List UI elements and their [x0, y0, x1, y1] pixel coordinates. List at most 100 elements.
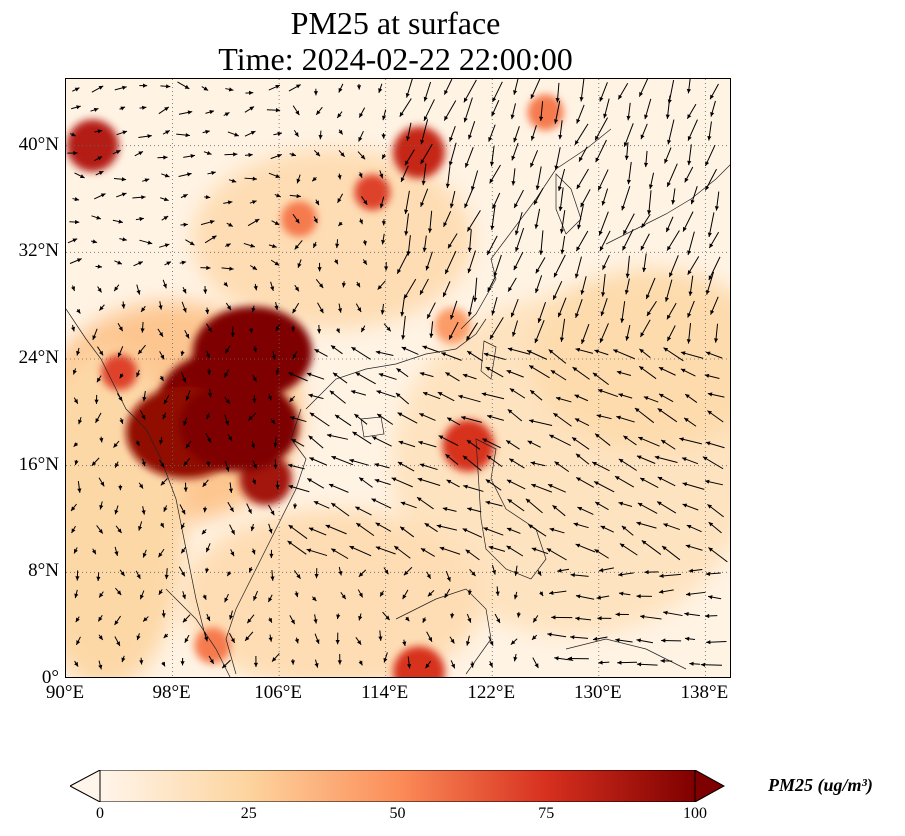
- wind-arrow-head: [596, 595, 602, 600]
- wind-arrow-head: [636, 638, 642, 643]
- wind-arrow-head: [710, 309, 715, 315]
- wind-arrow-head: [618, 458, 624, 463]
- wind-arrow-head: [667, 336, 672, 342]
- wind-arrow-head: [514, 203, 519, 209]
- wind-arrow-shaft: [463, 79, 477, 103]
- wind-arrow-head: [490, 225, 495, 231]
- wind-arrow-head: [275, 326, 280, 332]
- coastline-bay-of-bengal: [66, 308, 207, 640]
- wind-arrow-head: [623, 435, 628, 440]
- wind-arrow-head: [464, 203, 469, 209]
- wind-arrow-head: [340, 152, 345, 157]
- wind-arrow-head: [222, 663, 227, 669]
- wind-arrow-head: [427, 591, 433, 597]
- wind-arrow-head: [252, 176, 258, 181]
- wind-arrow-shaft: [444, 250, 457, 275]
- pm25-wash-2: [192, 149, 473, 329]
- wind-arrow-head: [530, 390, 535, 395]
- wind-arrow-head: [402, 594, 407, 600]
- wind-arrow-head: [230, 529, 235, 535]
- wind-arrow-head: [158, 332, 164, 337]
- wind-arrow-head: [136, 372, 141, 378]
- wind-arrow-head: [687, 135, 692, 141]
- wind-arrow-head: [229, 615, 234, 620]
- wind-arrow-shaft: [708, 256, 721, 281]
- wind-arrow-head: [313, 619, 318, 624]
- wind-arrow-head: [594, 549, 600, 554]
- wind-arrow-head: [182, 194, 188, 199]
- wind-arrow-head: [287, 540, 293, 546]
- wind-arrow-head: [467, 507, 472, 512]
- wind-arrow-head: [275, 108, 281, 113]
- wind-arrow-head: [268, 637, 273, 642]
- wind-arrow-head: [553, 272, 558, 278]
- wind-arrow-head: [288, 484, 294, 489]
- wind-arrow-head: [337, 113, 342, 118]
- wind-arrow-shaft: [667, 119, 675, 145]
- wind-arrow-head: [465, 549, 471, 554]
- wind-arrow-head: [594, 481, 599, 486]
- wind-arrow-shaft: [580, 79, 585, 102]
- wind-arrow-head: [379, 203, 384, 209]
- wind-arrow-head: [296, 178, 301, 184]
- wind-arrow-head: [380, 310, 385, 315]
- wind-arrow-head: [160, 354, 165, 360]
- wind-arrow-head: [580, 202, 585, 208]
- wind-arrow-head: [554, 656, 559, 661]
- wind-arrow-head: [537, 571, 542, 576]
- wind-arrow-head: [100, 193, 106, 198]
- wind-arrow-head: [163, 633, 169, 639]
- wind-arrow-head: [600, 311, 605, 317]
- wind-arrow-head: [708, 547, 713, 552]
- wind-arrow-head: [599, 96, 604, 102]
- wind-arrow-head: [664, 297, 669, 302]
- wind-arrow-head: [356, 85, 362, 90]
- wind-arrow-head: [99, 437, 104, 443]
- wind-arrow-head: [374, 478, 380, 483]
- wind-arrow-head: [375, 350, 381, 355]
- wind-arrow-head: [575, 347, 581, 352]
- wind-arrow-head: [458, 394, 463, 399]
- wind-arrow-head: [400, 311, 405, 317]
- wind-arrow-head: [574, 273, 579, 279]
- pm25-map: [65, 78, 731, 678]
- wind-arrow-head: [685, 394, 690, 399]
- wind-arrow-head: [99, 592, 104, 598]
- wind-arrow-head: [621, 525, 627, 531]
- pm25-hotspot-6: [66, 119, 119, 172]
- wind-arrow-head: [268, 597, 273, 603]
- wind-arrow-head: [669, 272, 673, 278]
- wind-arrow-head: [205, 129, 210, 134]
- wind-arrow-head: [355, 372, 361, 377]
- wind-arrow-head: [73, 442, 79, 447]
- wind-arrow-head: [449, 137, 454, 142]
- wind-arrow-head: [422, 247, 427, 253]
- wind-arrow-head: [488, 662, 493, 668]
- wind-arrow-head: [312, 176, 317, 182]
- colorbar: [70, 770, 725, 802]
- wind-arrow-head: [445, 454, 451, 459]
- lon-tick-122: 122°E: [467, 682, 516, 703]
- wind-arrow-head: [705, 571, 711, 576]
- wind-arrow-head: [599, 246, 604, 251]
- wind-arrow-head: [618, 572, 623, 577]
- wind-arrow-head: [165, 130, 170, 135]
- wind-arrow-head: [75, 617, 80, 623]
- wind-arrow-head: [514, 230, 519, 236]
- wind-arrow-head: [158, 305, 163, 310]
- wind-arrow-head: [506, 440, 511, 445]
- wind-arrow-head: [567, 656, 572, 661]
- wind-arrow-head: [184, 638, 189, 643]
- wind-arrow-head: [253, 662, 259, 668]
- wind-arrow-head: [637, 502, 643, 507]
- wind-arrow-head: [702, 456, 708, 461]
- wind-arrow-head: [228, 87, 234, 92]
- wind-arrow-head: [427, 228, 433, 233]
- wind-arrow-head: [207, 370, 212, 375]
- wind-arrow-head: [666, 227, 670, 233]
- wind-arrow-head: [466, 440, 472, 445]
- wind-arrow-head: [277, 153, 282, 158]
- wind-arrow-head: [247, 618, 252, 624]
- wind-arrow-head: [682, 482, 688, 487]
- wind-arrow-head: [114, 620, 119, 626]
